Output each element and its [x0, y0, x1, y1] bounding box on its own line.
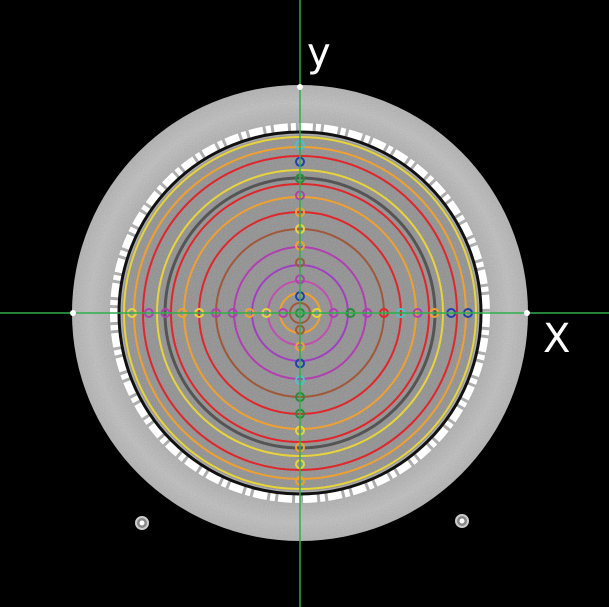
y-axis-label: y — [307, 30, 331, 76]
ct-scan-view: y X — [0, 0, 609, 607]
axis-point — [70, 310, 76, 316]
x-axis-label: X — [543, 316, 570, 362]
fiducial-core — [460, 519, 465, 524]
page: y X (() => { const data = JSON.parse(doc… — [0, 0, 609, 607]
axis-point — [524, 310, 530, 316]
fiducial-core — [140, 521, 145, 526]
axis-point — [297, 84, 303, 90]
